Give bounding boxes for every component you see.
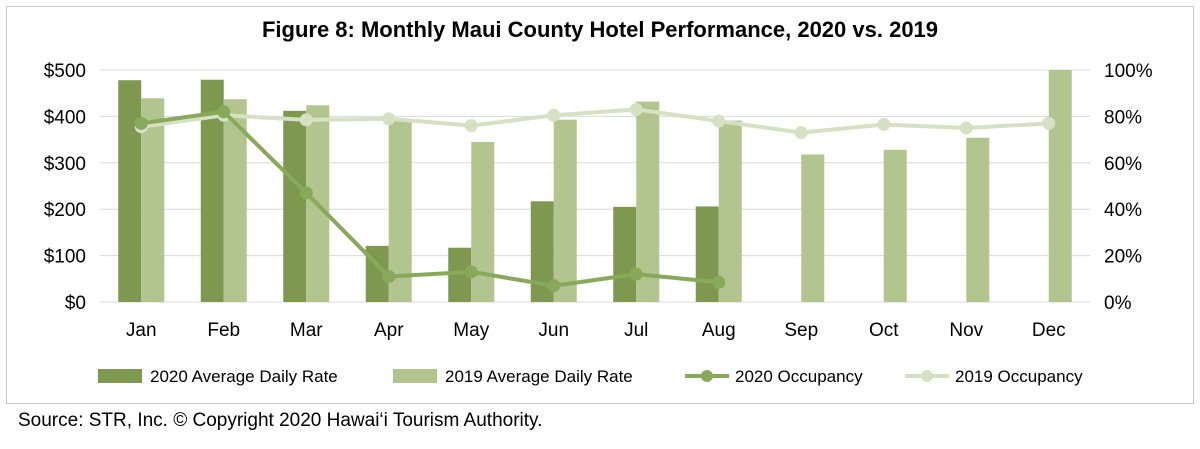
y-right-tick-label: 0% (1104, 293, 1132, 314)
legend-label: 2020 Occupancy (735, 367, 863, 386)
bar-2020-adr (448, 247, 472, 302)
point-2019-occupancy (299, 113, 313, 127)
x-tick-label: Feb (207, 320, 240, 341)
y-left-tick-label: $200 (44, 200, 86, 221)
line-2020-occupancy (140, 109, 719, 288)
point-2019-occupancy (712, 114, 726, 128)
y-left-tick-label: $500 (44, 61, 86, 82)
legend-marker (921, 370, 933, 382)
axes: $0 $100 $200 $300 $400 $500 0% 20% 40% 60% 80% 100%… (44, 61, 1153, 341)
bar-2020-adr (695, 206, 719, 302)
point-2020-occupancy (134, 116, 148, 130)
legend-label: 2019 Average Daily Rate (445, 367, 633, 386)
point-2020-occupancy (547, 279, 561, 293)
point-2020-occupancy (712, 275, 726, 289)
occupancy-lines (134, 102, 1056, 293)
point-2020-occupancy (629, 267, 643, 281)
chart-frame (6, 6, 1194, 404)
x-tick-label: Jun (538, 320, 569, 341)
bar-2019-adr (966, 137, 990, 302)
point-2019-occupancy (877, 118, 891, 132)
legend: 2020 Average Daily Rate 2019 Average Dail… (98, 367, 1083, 386)
source-note: Source: STR, Inc. © Copyright 2020 Hawai… (18, 410, 543, 431)
bar-2019-adr (141, 98, 165, 302)
bar-2019-adr (801, 154, 825, 302)
x-tick-label: Apr (374, 320, 404, 341)
x-tick-label: Nov (949, 320, 983, 341)
x-tick-label: Mar (290, 320, 323, 341)
x-tick-label: May (453, 320, 489, 341)
bars (118, 70, 1072, 303)
point-2020-occupancy (299, 186, 313, 200)
chart-title: Figure 8: Monthly Maui County Hotel Perf… (262, 17, 938, 42)
line-2019-occupancy (140, 107, 1049, 135)
x-tick-label: Aug (702, 320, 736, 341)
point-2020-occupancy (217, 105, 231, 119)
x-tick-label: Oct (869, 320, 899, 341)
y-left-tick-label: $400 (44, 107, 86, 128)
bar-2019-adr (718, 120, 742, 303)
legend-label: 2019 Occupancy (955, 367, 1083, 386)
bar-2020-adr (530, 201, 554, 302)
bar-2020-adr (613, 206, 637, 302)
point-2019-occupancy (1042, 116, 1056, 130)
y-right-tick-label: 60% (1104, 154, 1142, 175)
point-2019-occupancy (794, 126, 808, 140)
y-right-tick-label: 100% (1104, 61, 1153, 82)
y-left-tick-label: $300 (44, 154, 86, 175)
point-2019-occupancy (464, 119, 478, 133)
point-2019-occupancy (382, 112, 396, 126)
bar-2019-adr (471, 141, 495, 302)
x-tick-label: Dec (1032, 320, 1066, 341)
point-2020-occupancy (382, 269, 396, 283)
gridlines (100, 69, 1090, 303)
x-tick-label: Jul (624, 320, 648, 341)
bar-2020-adr (283, 110, 307, 302)
y-left-tick-label: $100 (44, 247, 86, 268)
point-2020-occupancy (464, 265, 478, 279)
y-left-tick-label: $0 (65, 293, 86, 314)
bar-2020-adr (118, 80, 142, 302)
point-2019-occupancy (959, 121, 973, 135)
bar-2019-adr (388, 119, 412, 302)
bar-2019-adr (883, 149, 907, 302)
x-tick-label: Sep (784, 320, 818, 341)
y-right-tick-label: 20% (1104, 247, 1142, 268)
x-tick-label: Jan (126, 320, 157, 341)
legend-marker (701, 370, 713, 382)
bar-2019-adr (223, 99, 247, 303)
legend-label: 2020 Average Daily Rate (150, 367, 338, 386)
bar-2020-adr (200, 79, 224, 302)
legend-swatch (393, 369, 437, 383)
point-2019-occupancy (547, 108, 561, 122)
bar-2019-adr (1048, 70, 1072, 302)
legend-swatch (98, 369, 142, 383)
y-right-tick-label: 40% (1104, 200, 1142, 221)
y-right-tick-label: 80% (1104, 107, 1142, 128)
bar-2019-adr (553, 119, 577, 302)
bar-2019-adr (636, 101, 660, 302)
point-2019-occupancy (629, 102, 643, 116)
